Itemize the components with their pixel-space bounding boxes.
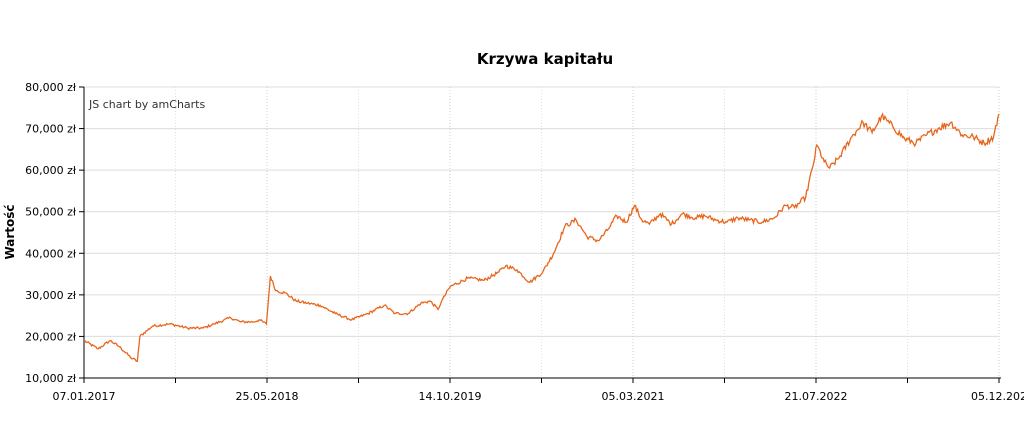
y-tick-label: 60,000 zł — [25, 164, 77, 177]
grid-lines — [84, 86, 1000, 378]
y-tick-label: 50,000 zł — [25, 206, 77, 219]
chart-title: Krzywa kapitału — [477, 50, 613, 68]
y-tick-label: 40,000 zł — [25, 247, 77, 260]
x-tick-label: 07.01.2017 — [53, 390, 116, 403]
y-axis-title: Wartość — [3, 204, 17, 259]
chart-credit[interactable]: JS chart by amCharts — [88, 98, 205, 111]
x-tick-label: 05.03.2021 — [602, 390, 665, 403]
y-tick-label: 70,000 zł — [25, 123, 77, 136]
y-tick-label: 30,000 zł — [25, 289, 77, 302]
axes — [79, 86, 1001, 383]
x-tick-label: 14.10.2019 — [419, 390, 482, 403]
x-tick-label: 05.12.202 — [971, 390, 1024, 403]
tick-labels: 10,000 zł 20,000 zł 30,000 zł 40,000 zł 50,0… — [25, 81, 1024, 403]
y-tick-label: 80,000 zł — [25, 81, 77, 94]
x-tick-label: 25.05.2018 — [236, 390, 299, 403]
y-tick-label: 20,000 zł — [25, 330, 77, 343]
x-tick-label: 21.07.2022 — [785, 390, 848, 403]
y-tick-label: 10,000 zł — [25, 372, 77, 385]
equity-line — [83, 112, 1000, 363]
